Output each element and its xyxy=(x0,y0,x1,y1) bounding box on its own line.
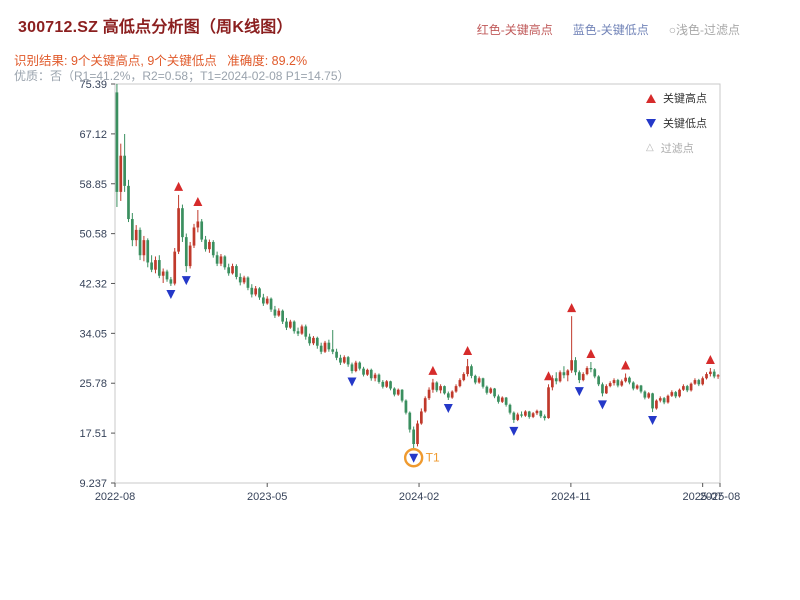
up-triangle-icon xyxy=(646,93,656,103)
quality-line: 优质：否（R1=41.2%，R2=0.58；T1=2024-02-08 P1=1… xyxy=(14,69,350,83)
legend-label-key-low: 关键低点 xyxy=(663,118,707,130)
header-legend: 红色-关键高点 蓝色-关键低点 ○浅色-过滤点 xyxy=(477,21,740,38)
svg-text:25.78: 25.78 xyxy=(79,378,107,390)
result-line: 识别结果: 9个关键高点, 9个关键低点 准确度: 89.2% xyxy=(14,54,308,68)
svg-text:9.237: 9.237 xyxy=(79,478,107,490)
svg-text:50.58: 50.58 xyxy=(79,229,107,241)
header-legend-key-low: 蓝色-关键低点 xyxy=(572,23,649,37)
svg-text:2024-02: 2024-02 xyxy=(399,491,439,503)
t1-label: T1 xyxy=(426,451,440,465)
legend-label-filtered: 过滤点 xyxy=(660,143,694,155)
candles xyxy=(115,84,720,450)
legend-item-filtered: △ 过滤点 xyxy=(646,140,707,156)
header-legend-filtered: ○浅色-过滤点 xyxy=(668,23,740,37)
legend-item-key-high: 关键高点 xyxy=(646,90,707,106)
header-legend-key-high: 红色-关键高点 xyxy=(476,23,553,37)
svg-text:2023-05: 2023-05 xyxy=(247,491,287,503)
svg-text:2024-11: 2024-11 xyxy=(551,491,591,503)
chart-legend: 关键高点 关键低点 △ 过滤点 xyxy=(646,90,707,156)
svg-text:67.12: 67.12 xyxy=(79,129,107,141)
svg-text:42.32: 42.32 xyxy=(79,278,107,290)
page-title: 300712.SZ 高低点分析图（周K线图） xyxy=(18,19,293,36)
svg-text:17.51: 17.51 xyxy=(79,428,107,440)
svg-text:2022-08: 2022-08 xyxy=(95,491,135,503)
legend-label-key-high: 关键高点 xyxy=(663,93,707,105)
svg-text:34.05: 34.05 xyxy=(79,328,107,340)
t1-circle xyxy=(403,448,424,468)
legend-item-key-low: 关键低点 xyxy=(646,115,707,131)
svg-text:75.39: 75.39 xyxy=(79,79,107,91)
filtered-point-icon: △ xyxy=(646,142,654,153)
svg-text:2025-07: 2025-07 xyxy=(682,491,722,503)
svg-text:58.85: 58.85 xyxy=(79,179,107,191)
key-low-markers xyxy=(166,276,658,463)
y-axis: 75.39 67.12 58.85 50.58 42.32 34.05 25.78 17.51… xyxy=(79,79,115,490)
svg-text:2025-08: 2025-08 xyxy=(700,491,740,503)
x-axis: 2022-08 2023-05 2024-02 2024-11 2025-072025-… xyxy=(95,483,740,503)
key-high-markers xyxy=(174,181,715,381)
down-triangle-icon xyxy=(646,118,656,128)
